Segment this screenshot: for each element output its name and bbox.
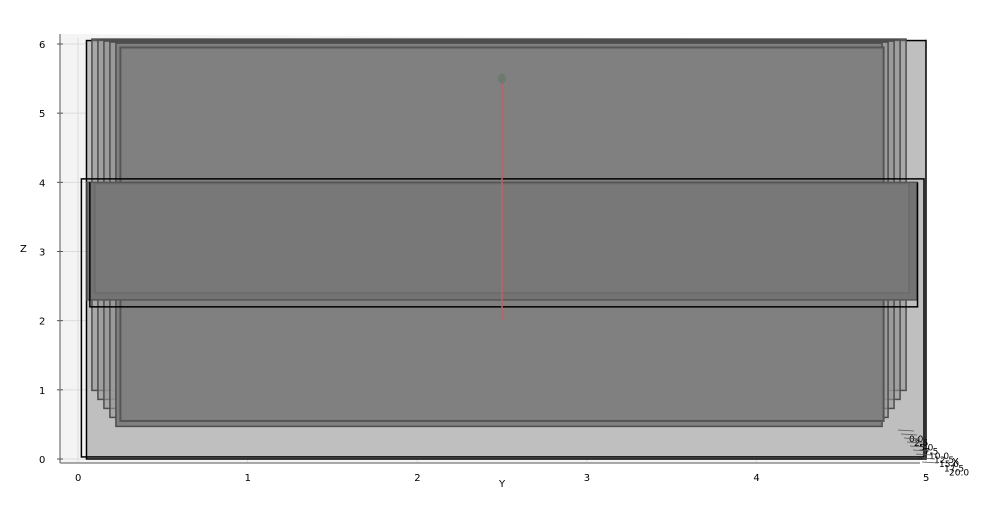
- x-tick-mark: [906, 441, 924, 444]
- y-tick-label: 5: [923, 473, 929, 484]
- stem-marker: [498, 73, 506, 84]
- x-tick-mark: [900, 433, 918, 436]
- z-tick-label: 1: [39, 386, 45, 397]
- x-tick-label: 10.0: [929, 452, 949, 462]
- x-tick-mark: [903, 437, 921, 440]
- x-tick-mark: [918, 457, 936, 460]
- z-axis-label: Z: [20, 244, 27, 255]
- z-tick-label: 2: [39, 317, 45, 328]
- z-tick-labels: 0 1 2 3 4 5 6: [39, 40, 63, 466]
- x-tick-label: 2.5: [914, 439, 928, 449]
- y-tick-label: 1: [245, 473, 251, 484]
- x-tick-label: 15.0: [939, 460, 959, 470]
- x-tick-mark: [909, 445, 927, 448]
- x-axis-label: X: [952, 457, 959, 468]
- stem-group: [498, 73, 506, 321]
- y-tick-labels: 0 1 2 3 4 5: [75, 473, 929, 484]
- x-tick-label: 20.0: [949, 469, 969, 479]
- z-tick-label: 0: [39, 455, 45, 466]
- y-tick-label: 4: [753, 473, 759, 484]
- x-tick-mark: [915, 453, 933, 456]
- boxes-group: [80, 38, 927, 460]
- x-tick-label: 0.0: [909, 435, 924, 445]
- z-tick-label: 5: [39, 109, 45, 120]
- x-tick-labels: 0.02.55.07.510.012.515.017.520.0: [897, 429, 969, 479]
- y-axis-label: Y: [498, 479, 506, 490]
- y-tick-label: 0: [75, 473, 81, 484]
- x-tick-label: 5.0: [919, 443, 934, 453]
- x-tick-mark: [897, 429, 915, 432]
- x-tick-mark: [921, 461, 939, 464]
- y-tick-label: 3: [584, 473, 590, 484]
- x-tick-label: 12.5: [934, 456, 954, 466]
- x-tick-mark: [912, 449, 930, 452]
- z-tick-label: 6: [39, 40, 45, 51]
- x-tick-label: 7.5: [924, 448, 938, 458]
- y-tick-label: 2: [414, 473, 420, 484]
- x-tick-label: 17.5: [944, 464, 964, 474]
- z-tick-label: 4: [39, 178, 45, 189]
- z-tick-label: 3: [39, 248, 45, 259]
